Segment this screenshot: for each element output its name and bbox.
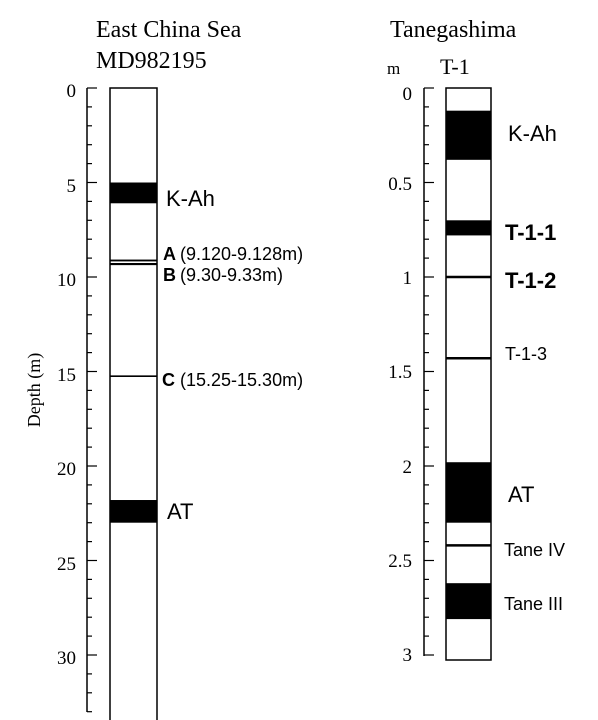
right-tick-1-5: 1.5 (388, 362, 412, 383)
left-label-c: C (15.25-15.30m) (162, 370, 303, 390)
right-tick-1: 1 (403, 268, 413, 289)
left-label-b-text: (9.30-9.33m) (180, 265, 283, 285)
right-depth-axis (424, 88, 434, 656)
right-layer-k-ah (446, 111, 491, 160)
right-layer-at (446, 462, 491, 522)
left-tick-5: 5 (67, 176, 77, 197)
left-depth-axis (87, 88, 97, 712)
left-label-b: B (9.30-9.33m) (163, 265, 283, 285)
right-tick-0: 0 (403, 84, 413, 105)
left-label-c-text: (15.25-15.30m) (180, 370, 303, 390)
right-tick-labels: 0 0.5 1 1.5 2 2.5 3 (388, 84, 412, 666)
right-label-t-1-3: T-1-3 (505, 344, 547, 364)
left-tick-10: 10 (57, 270, 76, 291)
left-title-line1: East China Sea (96, 17, 242, 43)
left-y-axis-label: Depth (m) (24, 353, 45, 427)
right-core-name: T-1 (440, 54, 470, 79)
left-label-c-letter: C (162, 370, 175, 390)
right-core-column (446, 88, 491, 660)
right-title: Tanegashima (390, 17, 517, 43)
right-label-k-ah: K-Ah (508, 121, 557, 146)
left-label-a-text: (9.120-9.128m) (180, 244, 303, 264)
left-layer-k-ah (110, 183, 157, 204)
left-label-b-letter: B (163, 265, 176, 285)
left-tick-0: 0 (67, 81, 77, 102)
left-label-a-letter: A (163, 244, 176, 264)
right-label-tane-iii: Tane III (504, 594, 563, 614)
left-tick-30: 30 (57, 648, 76, 669)
right-tick-3: 3 (403, 645, 413, 666)
right-label-t-1-2: T-1-2 (505, 268, 556, 293)
right-tick-2-5: 2.5 (388, 551, 412, 572)
right-tick-2: 2 (403, 457, 413, 478)
left-layer-at (110, 500, 157, 523)
right-tick-0-5: 0.5 (388, 174, 412, 195)
left-label-at: AT (167, 499, 193, 524)
right-label-tane-iv: Tane IV (504, 540, 565, 560)
left-label-k-ah: K-Ah (166, 186, 215, 211)
left-tick-15: 15 (57, 365, 76, 386)
left-title-line2: MD982195 (96, 48, 207, 74)
right-layer-tane-iii (446, 583, 491, 619)
left-label-a: A (9.120-9.128m) (163, 244, 303, 264)
right-layer-t-1-1 (446, 220, 491, 235)
left-tick-labels: 0 5 10 15 20 25 30 (57, 81, 76, 669)
right-label-at: AT (508, 482, 534, 507)
right-unit-label: m (387, 59, 400, 78)
left-tick-25: 25 (57, 554, 76, 575)
right-label-t-1-1: T-1-1 (505, 220, 556, 245)
left-tick-20: 20 (57, 459, 76, 480)
